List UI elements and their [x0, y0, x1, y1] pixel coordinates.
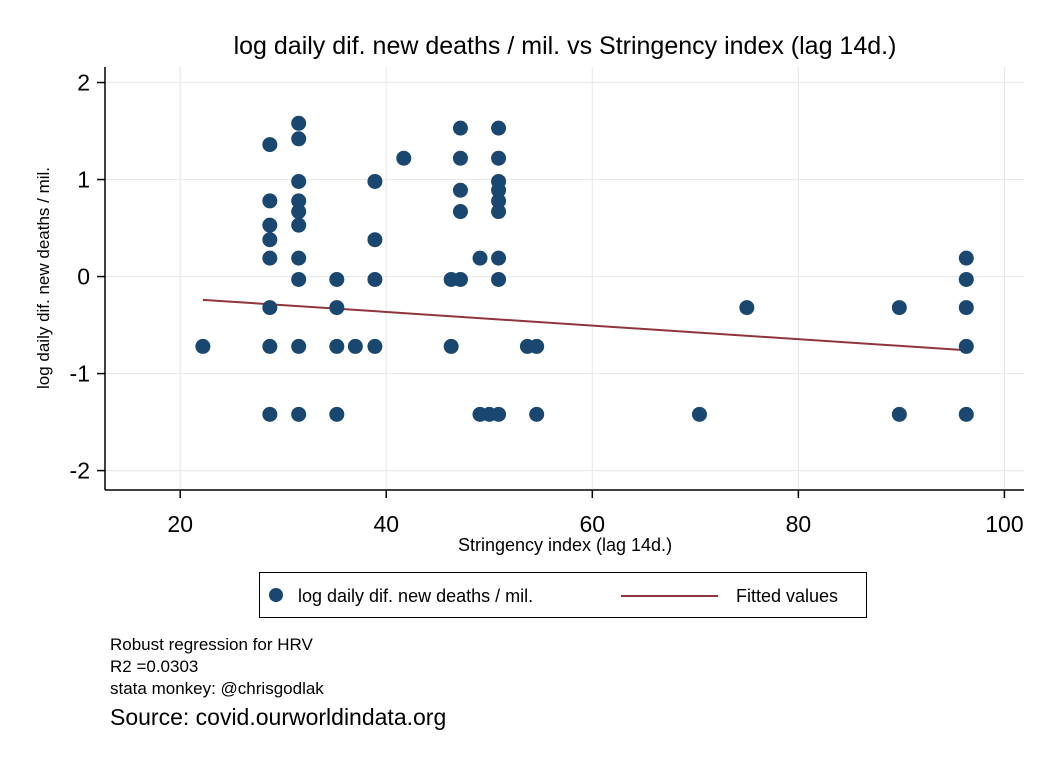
data-point: [262, 406, 278, 422]
fitted-line: [202, 298, 967, 352]
data-point: [367, 338, 383, 354]
data-point: [367, 232, 383, 248]
note-method: Robust regression for HRV: [110, 635, 313, 654]
data-point: [958, 406, 974, 422]
data-point: [262, 250, 278, 266]
legend-fit-line-icon: [621, 595, 718, 597]
data-point: [958, 271, 974, 287]
data-point: [291, 250, 307, 266]
data-point: [262, 232, 278, 248]
data-point: [452, 120, 468, 136]
legend-series-label: log daily dif. new deaths / mil.: [298, 586, 534, 606]
notes: Robust regression for HRV R2 =0.0303 sta…: [110, 634, 324, 700]
data-point: [452, 204, 468, 220]
y-tick-label: 2: [77, 70, 90, 96]
data-point: [529, 406, 545, 422]
x-tick-label: 80: [786, 511, 812, 537]
data-point: [329, 338, 345, 354]
data-point: [262, 193, 278, 209]
data-point: [491, 271, 507, 287]
data-point: [739, 300, 755, 316]
data-point: [262, 137, 278, 153]
chart-title: log daily dif. new deaths / mil. vs Stri…: [233, 32, 897, 60]
data-points: [195, 115, 974, 422]
data-point: [891, 300, 907, 316]
data-point: [958, 338, 974, 354]
axes: [97, 67, 1024, 498]
x-axis-label: Stringency index (lag 14d.): [457, 535, 673, 555]
data-point: [491, 406, 507, 422]
tick-labels: 20 40 60 80 100 -2 -1 0 1 2: [70, 70, 1024, 537]
data-point: [291, 173, 307, 189]
data-point: [329, 406, 345, 422]
data-point: [262, 300, 278, 316]
data-point: [472, 250, 488, 266]
data-point: [452, 182, 468, 198]
data-point: [291, 406, 307, 422]
data-point: [291, 115, 307, 131]
data-point: [491, 120, 507, 136]
legend-fit-label: Fitted values: [736, 586, 839, 606]
y-tick-label: 0: [77, 264, 90, 290]
legend-marker-icon: [269, 588, 283, 602]
x-tick-label: 40: [373, 511, 399, 537]
data-point: [291, 217, 307, 233]
grid-lines: [105, 67, 1024, 490]
data-point: [329, 271, 345, 287]
data-point: [491, 150, 507, 166]
data-point: [452, 150, 468, 166]
y-tick-label: -2: [70, 458, 90, 484]
x-tick-label: 60: [580, 511, 606, 537]
source-note: Source: covid.ourworldindata.org: [110, 704, 447, 730]
data-point: [291, 204, 307, 220]
data-point: [891, 406, 907, 422]
data-point: [195, 338, 211, 354]
data-point: [529, 338, 545, 354]
y-tick-label: -1: [70, 361, 90, 387]
data-point: [291, 193, 307, 209]
fitted-line-group: [202, 298, 967, 352]
data-point: [691, 406, 707, 422]
data-point: [367, 173, 383, 189]
data-point: [291, 271, 307, 287]
data-point: [396, 150, 412, 166]
data-point: [491, 250, 507, 266]
data-point: [262, 338, 278, 354]
data-point: [491, 182, 507, 198]
x-tick-label: 20: [167, 511, 193, 537]
data-point: [443, 338, 459, 354]
data-point: [347, 338, 363, 354]
data-point: [491, 193, 507, 209]
x-tick-label: 100: [985, 511, 1023, 537]
data-point: [452, 271, 468, 287]
data-point: [329, 300, 345, 316]
note-r2: R2 =0.0303: [110, 657, 199, 676]
data-point: [367, 271, 383, 287]
data-point: [491, 204, 507, 220]
legend: log daily dif. new deaths / mil. Fitted …: [259, 572, 867, 618]
data-point: [262, 217, 278, 233]
y-tick-label: 1: [77, 167, 90, 193]
note-credit: stata monkey: @chrisgodlak: [110, 679, 324, 698]
data-point: [291, 131, 307, 147]
data-point: [958, 250, 974, 266]
data-point: [291, 338, 307, 354]
data-point: [958, 300, 974, 316]
